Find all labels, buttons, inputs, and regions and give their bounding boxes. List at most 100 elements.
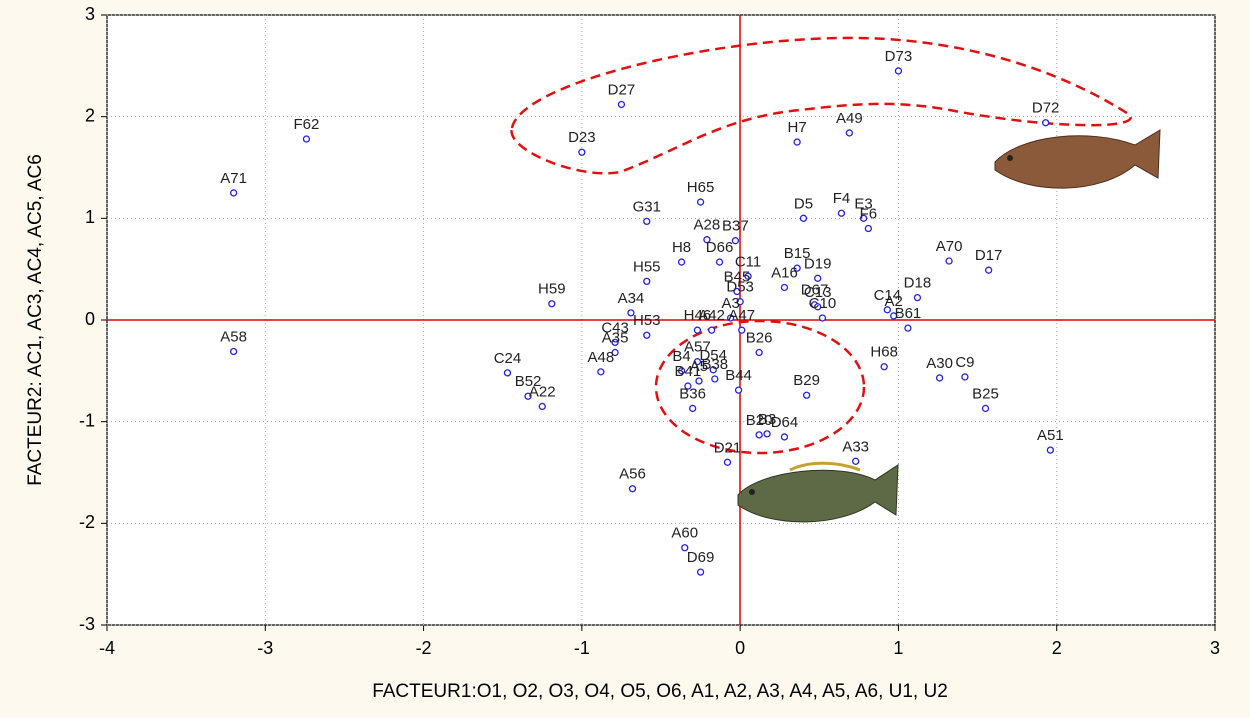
point-label: A47 xyxy=(728,307,755,324)
point xyxy=(1043,120,1049,126)
point xyxy=(962,374,968,380)
point-label: A56 xyxy=(619,466,646,483)
point xyxy=(303,136,309,142)
point-label: A22 xyxy=(529,383,556,400)
point-label: A30 xyxy=(926,355,953,372)
point xyxy=(698,569,704,575)
point xyxy=(698,199,704,205)
point-label: H8 xyxy=(672,239,691,256)
point xyxy=(881,364,887,370)
point xyxy=(846,130,852,136)
point xyxy=(598,369,604,375)
point xyxy=(756,432,762,438)
point xyxy=(679,259,685,265)
point xyxy=(231,190,237,196)
point xyxy=(764,431,770,437)
point-label: A49 xyxy=(836,110,863,127)
x-tick-label: -1 xyxy=(574,638,590,658)
point-label: D19 xyxy=(804,255,832,272)
point xyxy=(781,434,787,440)
point xyxy=(724,459,730,465)
point-label: H59 xyxy=(538,281,566,298)
point-label: G31 xyxy=(633,198,661,215)
point xyxy=(644,332,650,338)
y-axis-title: FACTEUR2: AC1, AC3, AC4, AC5, AC6 xyxy=(25,154,46,486)
point xyxy=(694,327,700,333)
point-label: D18 xyxy=(904,275,932,292)
point xyxy=(756,350,762,356)
chart: F62A71A58H59D27D23G31H65A28B37D66H8C11H5… xyxy=(0,0,1250,718)
point xyxy=(838,210,844,216)
point-label: B36 xyxy=(679,385,706,402)
point-label: D66 xyxy=(706,239,734,256)
point xyxy=(853,458,859,464)
point-label: D64 xyxy=(771,414,799,431)
point xyxy=(644,218,650,224)
point-label: A42 xyxy=(698,307,725,324)
y-tick-label: 0 xyxy=(85,309,95,329)
point-label: A70 xyxy=(936,238,963,255)
point-label: D53 xyxy=(726,279,754,296)
point xyxy=(690,405,696,411)
point-label: A16 xyxy=(771,264,798,281)
point-label: A58 xyxy=(220,328,247,345)
point xyxy=(1047,447,1053,453)
point xyxy=(781,284,787,290)
point xyxy=(937,375,943,381)
point-label: B25 xyxy=(972,385,999,402)
point-label: B26 xyxy=(746,330,773,347)
point xyxy=(982,405,988,411)
point xyxy=(794,139,800,145)
point xyxy=(865,226,871,232)
page: {"chart_data": {"type": "scatter", "x_la… xyxy=(0,0,1250,718)
point xyxy=(819,315,825,321)
point-label: C24 xyxy=(494,350,522,367)
point-label: C10 xyxy=(809,295,837,312)
point-label: B61 xyxy=(895,305,922,322)
point-label: A35 xyxy=(602,330,629,347)
point-label: B29 xyxy=(793,372,820,389)
point-label: D21 xyxy=(714,439,742,456)
y-tick-label: -3 xyxy=(79,614,95,634)
y-tick-label: -1 xyxy=(79,410,95,430)
x-tick-label: -4 xyxy=(99,638,115,658)
point-label: D23 xyxy=(568,129,596,146)
point-label: A28 xyxy=(694,217,721,234)
x-tick-label: 0 xyxy=(735,638,745,658)
point-label: A34 xyxy=(618,290,645,307)
point-label: H7 xyxy=(788,119,807,136)
point-label: D69 xyxy=(687,549,715,566)
point-label: D27 xyxy=(608,81,636,98)
point xyxy=(800,215,806,221)
point xyxy=(231,349,237,355)
point-label: A33 xyxy=(842,438,869,455)
y-tick-label: 3 xyxy=(85,4,95,24)
x-axis-title: FACTEUR1:O1, O2, O3, O4, O5, O6, A1, A2,… xyxy=(372,681,948,702)
point xyxy=(895,68,901,74)
point-label: B37 xyxy=(722,218,749,235)
y-tick-label: -2 xyxy=(79,512,95,532)
point-label: F4 xyxy=(833,190,851,207)
point-label: C9 xyxy=(955,354,974,371)
point-label: B38 xyxy=(701,356,728,373)
point xyxy=(804,392,810,398)
point xyxy=(717,259,723,265)
point xyxy=(579,149,585,155)
point-label: A51 xyxy=(1037,427,1064,444)
x-tick-label: -2 xyxy=(416,638,432,658)
point-label: H55 xyxy=(633,258,661,275)
point xyxy=(618,101,624,107)
point xyxy=(905,325,911,331)
point-label: D17 xyxy=(975,247,1003,264)
point xyxy=(504,370,510,376)
point-label: A71 xyxy=(220,170,247,187)
point xyxy=(986,267,992,273)
point-label: F62 xyxy=(294,116,320,133)
point-label: H65 xyxy=(687,179,715,196)
point xyxy=(815,275,821,281)
point-label: B41 xyxy=(675,363,702,380)
point xyxy=(739,327,745,333)
point xyxy=(549,301,555,307)
x-tick-label: 2 xyxy=(1052,638,1062,658)
point-label: D72 xyxy=(1032,100,1060,117)
